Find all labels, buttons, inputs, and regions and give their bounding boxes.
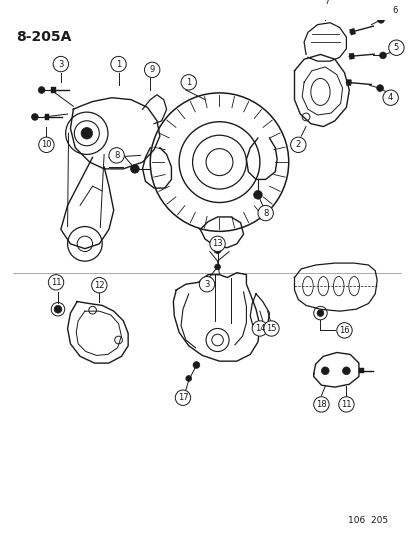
Text: 11: 11 xyxy=(51,278,61,287)
Text: 10: 10 xyxy=(41,140,52,149)
Circle shape xyxy=(199,277,214,292)
Circle shape xyxy=(81,127,93,139)
Text: 8: 8 xyxy=(262,208,268,217)
Text: 7: 7 xyxy=(324,0,329,6)
Circle shape xyxy=(31,114,38,120)
Circle shape xyxy=(387,3,402,18)
Circle shape xyxy=(53,56,69,72)
Text: 2: 2 xyxy=(295,140,300,149)
Circle shape xyxy=(109,148,124,163)
Circle shape xyxy=(111,56,126,72)
Circle shape xyxy=(263,321,278,336)
Text: 8: 8 xyxy=(114,151,119,160)
Circle shape xyxy=(144,62,159,77)
Polygon shape xyxy=(45,114,49,120)
Circle shape xyxy=(319,0,334,9)
Circle shape xyxy=(48,274,64,290)
Circle shape xyxy=(180,75,196,90)
Text: 16: 16 xyxy=(338,326,349,335)
Polygon shape xyxy=(345,79,351,86)
Circle shape xyxy=(253,190,262,199)
Circle shape xyxy=(39,137,54,152)
Circle shape xyxy=(252,321,267,336)
Text: 8-205A: 8-205A xyxy=(16,30,71,44)
Text: 3: 3 xyxy=(204,280,209,289)
Text: 9: 9 xyxy=(149,66,154,74)
Circle shape xyxy=(91,278,107,293)
Circle shape xyxy=(214,264,220,270)
Circle shape xyxy=(382,90,397,106)
Circle shape xyxy=(38,87,45,93)
Circle shape xyxy=(379,52,385,59)
Circle shape xyxy=(209,236,225,252)
Polygon shape xyxy=(348,53,354,59)
Text: 1: 1 xyxy=(186,78,191,87)
Circle shape xyxy=(336,322,351,338)
Text: 4: 4 xyxy=(387,93,392,102)
Polygon shape xyxy=(349,28,355,35)
Circle shape xyxy=(313,397,328,412)
Text: 1: 1 xyxy=(116,60,121,69)
Circle shape xyxy=(316,310,323,317)
Text: 18: 18 xyxy=(316,400,326,409)
Text: 6: 6 xyxy=(392,6,397,15)
Text: 14: 14 xyxy=(254,324,264,333)
Circle shape xyxy=(338,397,353,412)
Text: 11: 11 xyxy=(340,400,351,409)
Text: 5: 5 xyxy=(393,43,398,52)
Text: 106  205: 106 205 xyxy=(347,515,387,524)
Text: 15: 15 xyxy=(266,324,276,333)
Circle shape xyxy=(130,165,139,173)
Polygon shape xyxy=(51,87,56,93)
Circle shape xyxy=(342,367,349,375)
Circle shape xyxy=(257,205,273,221)
Circle shape xyxy=(320,367,328,375)
Text: 13: 13 xyxy=(212,239,222,248)
Polygon shape xyxy=(358,368,363,373)
Circle shape xyxy=(377,17,383,23)
Text: 3: 3 xyxy=(58,60,63,69)
Text: 12: 12 xyxy=(94,281,104,290)
Circle shape xyxy=(376,85,382,92)
Circle shape xyxy=(290,137,305,152)
Circle shape xyxy=(185,376,191,381)
Circle shape xyxy=(54,305,62,313)
Circle shape xyxy=(175,390,190,406)
Text: 17: 17 xyxy=(177,393,188,402)
Circle shape xyxy=(192,361,199,368)
Circle shape xyxy=(213,246,221,254)
Circle shape xyxy=(388,40,403,55)
